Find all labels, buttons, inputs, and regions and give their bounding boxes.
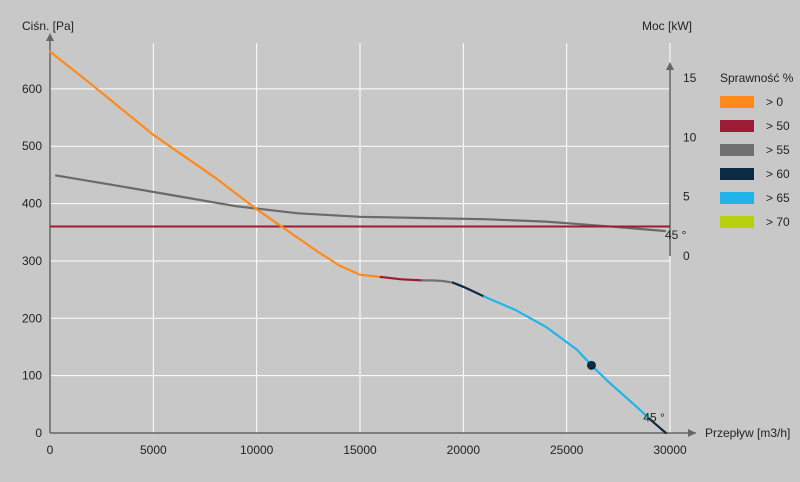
angle-annotation: 45 °: [643, 411, 665, 425]
right-axis-label: Moc [kW]: [642, 19, 692, 33]
y-left-tick-label: 100: [22, 369, 42, 383]
left-axis-label: Ciśn. [Pa]: [22, 19, 74, 33]
x-tick-label: 30000: [653, 443, 687, 457]
left-axis-arrow: [46, 33, 54, 41]
y-left-tick-label: 200: [22, 311, 42, 325]
legend-swatch: [720, 120, 754, 132]
pressure-curve-segment: [648, 417, 668, 435]
y-left-tick-label: 500: [22, 139, 42, 153]
y-right-tick-label: 5: [683, 190, 690, 204]
x-tick-label: 25000: [550, 443, 584, 457]
legend-label: > 70: [766, 215, 790, 229]
x-tick-label: 5000: [140, 443, 167, 457]
pressure-curve-segment: [420, 279, 455, 284]
legend-label: > 55: [766, 143, 790, 157]
gridlines: [50, 43, 671, 433]
x-axis-arrow: [688, 429, 696, 437]
legend-label: > 50: [766, 119, 790, 133]
x-tick-label: 10000: [240, 443, 274, 457]
right-axis-arrow: [666, 62, 674, 70]
legend-swatch: [720, 192, 754, 204]
pressure-curve-segment: [48, 50, 382, 279]
x-tick-label: 15000: [343, 443, 377, 457]
legend-label: > 0: [766, 95, 783, 109]
legend-swatch: [720, 144, 754, 156]
x-tick-label: 0: [47, 443, 54, 457]
y-left-tick-label: 600: [22, 82, 42, 96]
legend-label: > 60: [766, 167, 790, 181]
pressure-curve-segment: [379, 275, 424, 282]
series-group: 45 ° 45 °: [48, 50, 687, 435]
legend-swatch: [720, 168, 754, 180]
x-axis-label: Przepływ [m3/h]: [705, 426, 790, 440]
legend-swatch: [720, 96, 754, 108]
y-left-tick-label: 300: [22, 254, 42, 268]
pressure-curve-segment: [451, 281, 486, 298]
y-left-tick-label: 0: [35, 426, 42, 440]
power-curve: [55, 174, 666, 233]
legend: Sprawność % > 0 > 50 > 55 > 60 > 65 > 70: [720, 71, 794, 229]
angle-annotation: 45 °: [665, 228, 687, 242]
y-right-tick-label: 10: [683, 130, 697, 144]
legend-title: Sprawność %: [720, 71, 794, 85]
legend-swatch: [720, 216, 754, 228]
operating-point[interactable]: [586, 360, 596, 370]
y-left-tick-label: 400: [22, 197, 42, 211]
y-right-tick-label: 0: [683, 249, 690, 263]
axes: [46, 33, 696, 437]
pressure-curve-segment: [482, 295, 651, 420]
legend-label: > 65: [766, 191, 790, 205]
y-right-tick-label: 15: [683, 71, 697, 85]
tick-labels: 0 5000 10000 15000 20000 25000 300000100200300…: [22, 71, 697, 457]
x-tick-label: 20000: [447, 443, 481, 457]
